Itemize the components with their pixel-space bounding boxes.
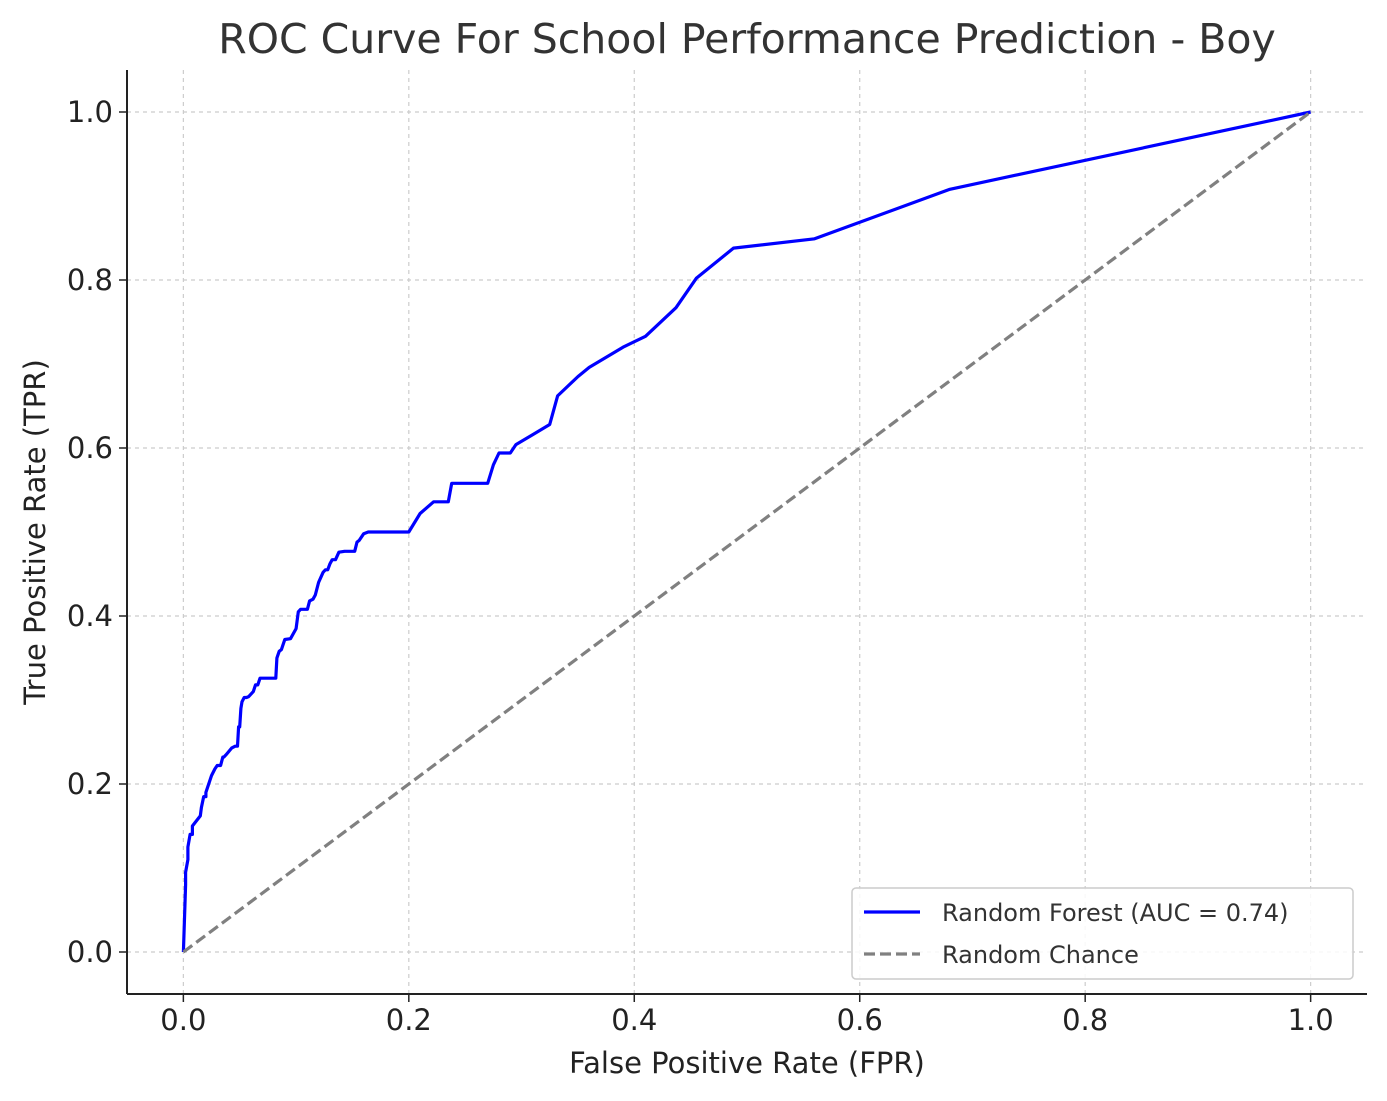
legend-label-random-forest: Random Forest (AUC = 0.74) (942, 899, 1289, 927)
grid-lines (127, 70, 1367, 994)
x-tick-label: 0.6 (837, 1003, 883, 1037)
x-tick-label: 0.8 (1062, 1003, 1108, 1037)
legend-label-random-chance: Random Chance (942, 941, 1139, 969)
x-tick-label: 1.0 (1288, 1003, 1334, 1037)
axes (126, 70, 1367, 995)
y-tick-label: 0.6 (67, 431, 113, 465)
x-tick-label: 0.2 (386, 1003, 432, 1037)
legend-box (851, 887, 1354, 980)
x-tick-label: 0.0 (160, 1003, 206, 1037)
y-tick-label: 0.8 (67, 263, 113, 297)
y-axis-label: True Positive Rate (TPR) (18, 359, 52, 706)
x-tick-label: 0.4 (611, 1003, 657, 1037)
plot-lines (181, 110, 1312, 954)
y-tick-label: 0.2 (67, 767, 113, 801)
tick-group: 0.0 0.2 0.4 0.6 0.8 1.0 0.0 0.2 0.4 0.6 0.8 1.0 (67, 95, 1334, 1037)
y-tick-label: 0.4 (67, 599, 113, 633)
roc-curve-line (181, 110, 1311, 953)
y-tick-label: 0.0 (67, 935, 113, 969)
legend: Random Forest (AUC = 0.74) Random Chance (851, 887, 1354, 980)
x-axis-label: False Positive Rate (FPR) (569, 1046, 925, 1080)
chart-title: ROC Curve For School Performance Predict… (218, 15, 1276, 63)
y-tick-label: 1.0 (67, 95, 113, 129)
random-chance-line (182, 110, 1312, 954)
